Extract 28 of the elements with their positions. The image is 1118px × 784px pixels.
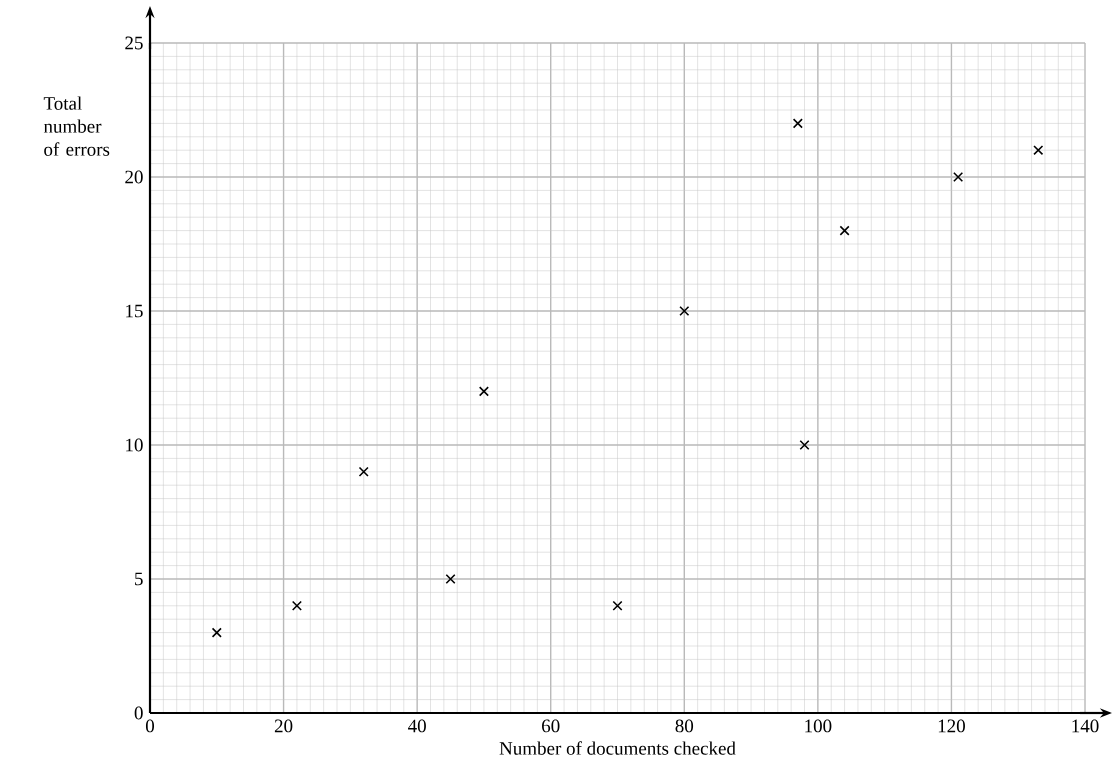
x-tick-label: 40: [408, 719, 426, 733]
point: [211, 627, 222, 638]
x-tick-label: 120: [938, 719, 965, 733]
y-tick-label: 20: [125, 170, 143, 184]
point: [1033, 145, 1044, 156]
point: [445, 573, 456, 585]
point: [792, 118, 803, 129]
x-axis-title: Number of documents checked: [499, 741, 736, 755]
point: [839, 225, 850, 236]
point: [358, 466, 369, 477]
x-tick-label: 80: [675, 719, 694, 733]
point: [679, 305, 690, 317]
x-tick-label: 60: [542, 719, 560, 733]
x-tick-label: 140: [1072, 719, 1099, 733]
y-tick-label: 0: [134, 706, 143, 720]
x-tick-label: 100: [805, 719, 832, 733]
x-tick-label: 0: [145, 719, 155, 733]
y-tick-label: 5: [135, 572, 143, 586]
point: [953, 171, 964, 183]
y-axis-title: Total number of errors: [43, 96, 110, 156]
y-tick-label: 10: [126, 438, 143, 452]
x-tick-label: 20: [274, 719, 293, 733]
point: [291, 600, 302, 611]
point: [612, 600, 623, 611]
y-tick-label: 15: [126, 304, 143, 318]
point: [478, 386, 489, 397]
y-tick-label: 25: [125, 36, 143, 50]
point: [799, 439, 810, 451]
